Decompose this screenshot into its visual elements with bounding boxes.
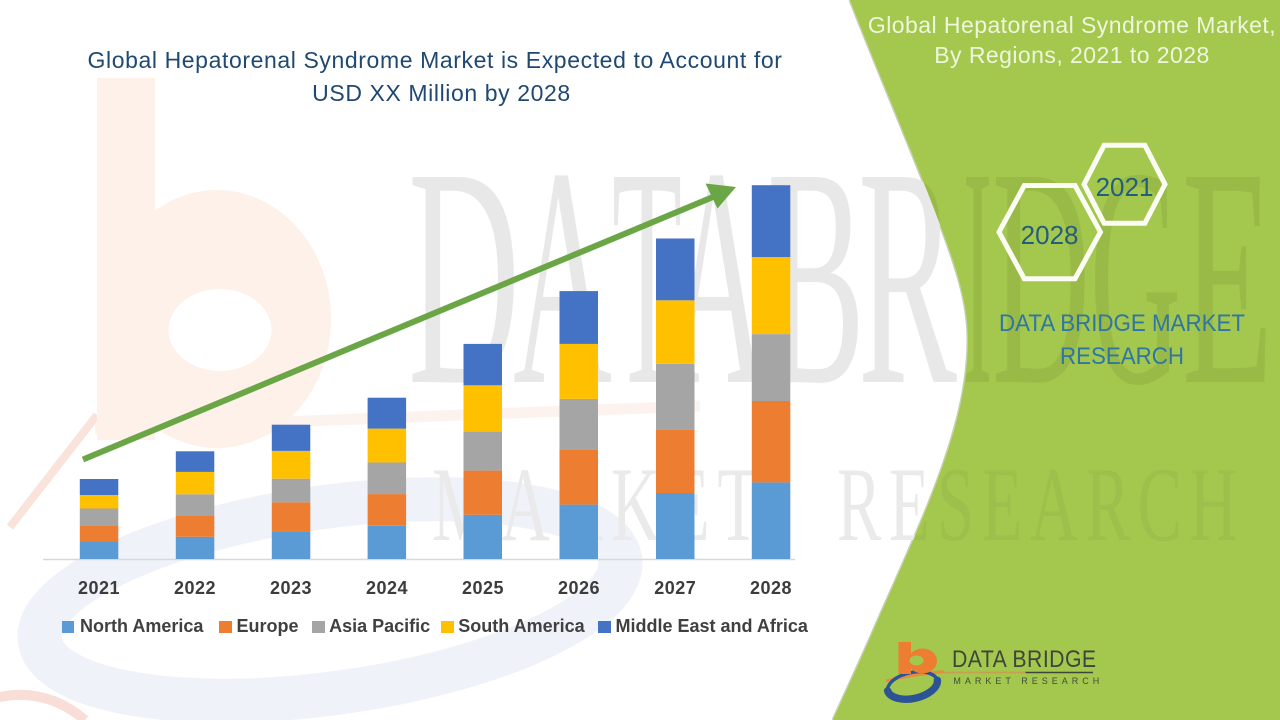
svg-text:E: E [1182, 103, 1273, 450]
svg-text:G: G [1090, 103, 1181, 450]
svg-text:I: I [963, 103, 992, 450]
